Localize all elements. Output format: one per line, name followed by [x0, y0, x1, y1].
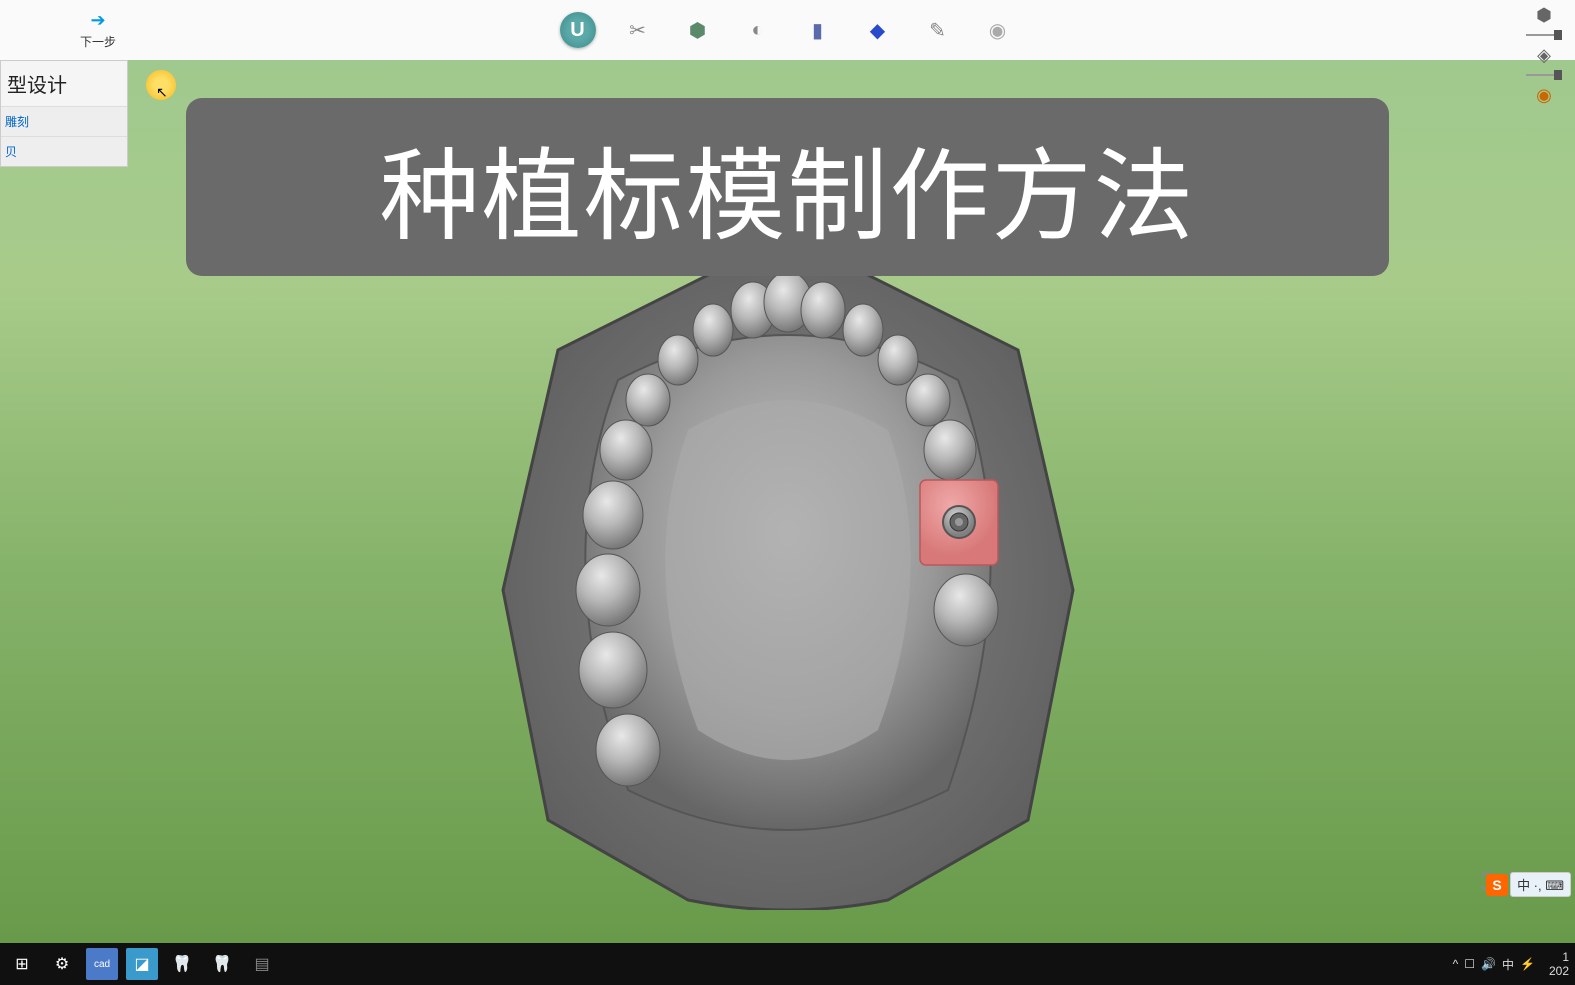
rc-slider-1[interactable] — [1526, 34, 1562, 36]
palate-inner — [665, 400, 910, 760]
file-app-icon[interactable]: ▤ — [246, 948, 278, 980]
scissors-icon[interactable]: ✂ — [620, 12, 656, 48]
model-add-icon[interactable]: ⬢ — [680, 12, 716, 48]
tooth-app1-icon[interactable]: 🦷 — [166, 948, 198, 980]
app-viewport: ➔ 下一步 U ✂ ⬢ ◐ ▮ ◆ ✎ ◉ 型设计 雕刻 贝 ↖ 种植标模制作方… — [0, 0, 1575, 943]
next-step-button[interactable]: ➔ 下一步 — [70, 7, 126, 54]
tooth — [906, 374, 950, 426]
rc-slider-2[interactable] — [1526, 74, 1562, 76]
disc-icon[interactable]: ◉ — [980, 12, 1016, 48]
video-title-overlay: 种植标模制作方法 — [186, 98, 1389, 276]
tooth — [596, 714, 660, 786]
cad-app-icon[interactable]: cad — [86, 948, 118, 980]
system-tray: ^ ☐ 🔊 中 ⚡ 1 202 — [1453, 950, 1569, 978]
tooth — [626, 374, 670, 426]
tray-item-icon[interactable]: ☐ — [1464, 957, 1475, 971]
tooth — [583, 481, 643, 549]
tooth — [658, 335, 698, 385]
tray-power-icon[interactable]: ⚡ — [1520, 957, 1535, 971]
cylinder-icon[interactable]: ▮ — [800, 12, 836, 48]
tooth — [801, 282, 845, 338]
top-toolbar: ➔ 下一步 U ✂ ⬢ ◐ ▮ ◆ ✎ ◉ — [0, 0, 1575, 60]
next-arrow-icon: ➔ — [90, 11, 105, 29]
rc-icon-3[interactable]: ◉ — [1533, 84, 1555, 106]
app2-icon[interactable]: ◪ — [126, 948, 158, 980]
side-panel: 型设计 雕刻 贝 — [0, 60, 128, 167]
rc-icon-2[interactable]: ◈ — [1533, 44, 1555, 66]
cursor-pointer-icon: ↖ — [156, 84, 168, 101]
panel-title: 型设计 — [1, 61, 127, 106]
tooth — [600, 420, 652, 480]
model-adjust-icon[interactable]: ◐ — [740, 12, 776, 48]
tooth-app2-icon[interactable]: 🦷 — [206, 948, 238, 980]
tray-chevron-icon[interactable]: ^ — [1453, 957, 1459, 971]
next-label: 下一步 — [80, 33, 116, 50]
rc-icon-1[interactable]: ⬢ — [1533, 4, 1555, 26]
tooth — [576, 554, 640, 626]
tools-icon[interactable]: ✎ — [920, 12, 956, 48]
arch-icon[interactable]: U — [560, 12, 596, 48]
workflow-steps: U ✂ ⬢ ◐ ▮ ◆ ✎ ◉ — [560, 12, 1016, 48]
panel-item-sculpt[interactable]: 雕刻 — [1, 106, 127, 136]
tooth — [934, 574, 998, 646]
tray-time[interactable]: 1 — [1562, 950, 1569, 964]
dental-model-3d[interactable] — [468, 230, 1108, 910]
start-button[interactable]: ⊞ — [6, 948, 38, 980]
right-view-controls: ⬢ ◈ ◉ — [1519, 0, 1569, 106]
tooth — [579, 632, 647, 708]
tooth — [843, 304, 883, 356]
tray-ime-icon[interactable]: 中 — [1502, 956, 1514, 973]
windows-taskbar: ⊞ ⚙ cad ◪ 🦷 🦷 ▤ ^ ☐ 🔊 中 ⚡ 1 202 — [0, 943, 1575, 985]
ime-text: 中 ·, ⌨ — [1510, 872, 1571, 897]
eraser-icon[interactable]: ◆ — [860, 12, 896, 48]
panel-item-2[interactable]: 贝 — [1, 136, 127, 166]
tooth — [693, 304, 733, 356]
tray-volume-icon[interactable]: 🔊 — [1481, 957, 1496, 971]
task-settings-icon[interactable]: ⚙ — [46, 948, 78, 980]
tooth — [878, 335, 918, 385]
ime-indicator[interactable]: S 中 ·, ⌨ — [1486, 872, 1571, 897]
tray-date[interactable]: 202 — [1549, 964, 1569, 978]
ime-s-icon: S — [1486, 874, 1508, 896]
tooth — [924, 420, 976, 480]
video-title-text: 种植标模制作方法 — [380, 115, 1196, 260]
